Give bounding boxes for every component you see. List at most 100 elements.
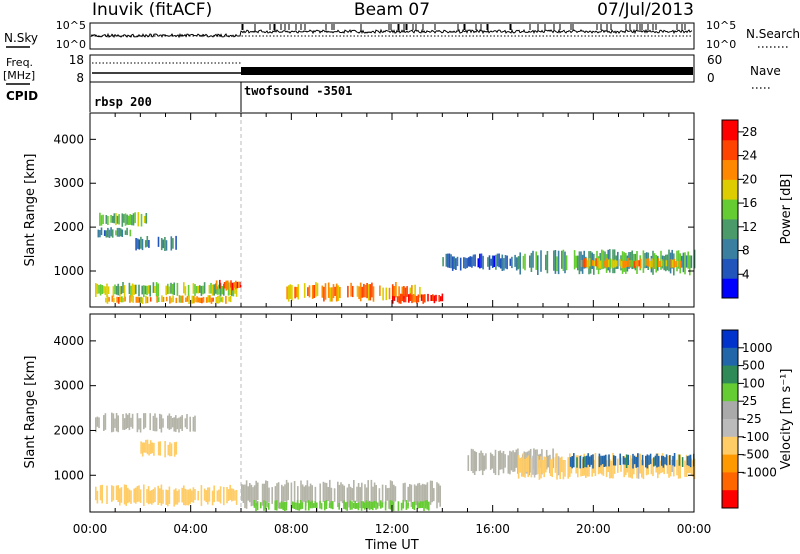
velocity-echo-cell <box>507 455 510 474</box>
velocity-echo-cell <box>424 500 427 509</box>
power-echo-cell <box>231 282 234 291</box>
velocity-echo-cell <box>168 413 171 430</box>
velocity-echo-cell <box>601 455 604 465</box>
power-echo-cell <box>480 253 483 268</box>
velocity-echo-cell <box>605 460 608 478</box>
power-echo-cell <box>412 294 415 303</box>
velocity-echo-cell <box>499 450 502 470</box>
power-echo-cell <box>144 285 147 295</box>
power-echo-cell <box>371 282 373 298</box>
power-echo-cell <box>118 214 120 225</box>
velocity-echo-cell <box>327 487 329 502</box>
velocity-colorbar-cell <box>722 383 738 402</box>
velocity-echo-cell <box>264 501 267 509</box>
power-echo-cell <box>391 284 394 300</box>
velocity-echo-cell <box>645 455 647 468</box>
power-echo-cell <box>524 253 526 271</box>
power-echo-cell <box>218 284 220 295</box>
velocity-echo-cell <box>409 484 411 502</box>
velocity-echo-cell <box>628 459 630 478</box>
velocity-echo-cell <box>128 489 131 503</box>
velocity-echo-cell <box>635 457 637 468</box>
power-echo-cell <box>624 260 626 268</box>
power-echo-cell <box>157 236 160 247</box>
power-echo-cell <box>339 287 341 299</box>
velocity-echo-cell <box>668 455 670 478</box>
velocity-echo-cell <box>354 500 356 509</box>
power-echo-cell <box>411 294 413 304</box>
power-echo-cell <box>123 214 125 223</box>
power-echo-cell <box>681 255 683 268</box>
velocity-echo-cell <box>407 503 409 509</box>
power-echo-cell <box>115 286 118 295</box>
velocity-echo-cell <box>157 485 159 505</box>
power-echo-cell <box>116 296 118 303</box>
power-echo-cell <box>477 258 480 268</box>
power-echo-cell <box>666 254 669 271</box>
velocity-echo-cell <box>573 453 575 468</box>
power-echo-cell <box>110 214 112 223</box>
power-echo-cell <box>172 238 174 249</box>
power-echo-cell <box>367 284 370 301</box>
power-echo-cell <box>646 258 648 266</box>
power-colorbar-cell <box>722 159 738 180</box>
velocity-echo-cell <box>649 453 652 465</box>
power-echo-cell <box>126 227 128 236</box>
velocity-echo-cell <box>554 457 557 473</box>
power-echo-cell <box>630 260 632 267</box>
power-echo-cell <box>134 212 136 224</box>
power-echo-cell <box>400 293 402 304</box>
power-echo-cell <box>416 295 418 304</box>
power-echo-cell <box>197 285 199 294</box>
velocity-echo-cell <box>530 458 533 478</box>
velocity-echo-cell <box>661 455 663 466</box>
noise-tick-low-left: 10^0 <box>56 38 86 51</box>
power-echo-cell <box>608 259 610 268</box>
velocity-echo-cell <box>213 485 215 503</box>
velocity-echo-cell <box>159 413 161 429</box>
velocity-echo-cell <box>637 453 639 468</box>
velocity-colorbar-cells <box>722 330 738 509</box>
power-colorbar-ticks: 4 8 12 16 20 24 28 <box>738 125 757 281</box>
velocity-echo-cell <box>170 443 173 457</box>
power-echo-cell <box>113 297 115 303</box>
power-echo-cell <box>209 295 211 303</box>
power-echo-cell <box>327 282 330 298</box>
power-colorbar-cells <box>722 120 738 299</box>
velocity-echo-cell <box>579 455 581 469</box>
velocity-colorbar-cell <box>722 436 738 456</box>
x-axis-label: Time UT <box>364 538 418 553</box>
power-echo-cell <box>687 251 689 269</box>
power-echo-cell <box>474 254 476 267</box>
cpid-segment-1: rbsp 200 <box>94 95 152 109</box>
power-echo-cell <box>433 295 436 304</box>
power-colorbar-cell <box>722 278 738 299</box>
velocity-echo-cell <box>641 459 643 478</box>
velocity-colorbar-cell <box>722 419 738 438</box>
power-echo-cell <box>165 240 168 251</box>
velocity-echo-cell <box>184 488 187 506</box>
power-echo-cell <box>530 252 533 272</box>
velocity-echo-cell <box>311 500 313 509</box>
velocity-echo-cell <box>189 488 191 504</box>
power-echo-cell <box>432 294 434 301</box>
velocity-echo-cell <box>178 489 180 503</box>
power-echo-cell <box>137 212 140 227</box>
freq-tick-low: 8 <box>76 71 84 85</box>
velocity-echo-cell <box>285 479 288 506</box>
velocity-echo-cell <box>141 442 144 457</box>
velocity-echo-cell <box>125 413 127 429</box>
power-echo-cell <box>414 295 416 303</box>
power-echo-cell <box>141 297 144 304</box>
power-echo-cell <box>146 296 149 304</box>
velocity-echo-cell <box>373 500 376 508</box>
power-echo-cell <box>554 250 557 274</box>
power-echo-cell <box>675 261 677 267</box>
power-echo-cell <box>117 283 119 296</box>
power-ylabel: Slant Range [km] <box>23 154 38 267</box>
power-echo-cell <box>138 297 141 303</box>
velocity-echo-cell <box>402 500 404 509</box>
power-echo-cell <box>107 286 110 294</box>
power-echo-cell <box>140 213 143 227</box>
velocity-colorbar-tick-label: -25 <box>742 412 762 426</box>
